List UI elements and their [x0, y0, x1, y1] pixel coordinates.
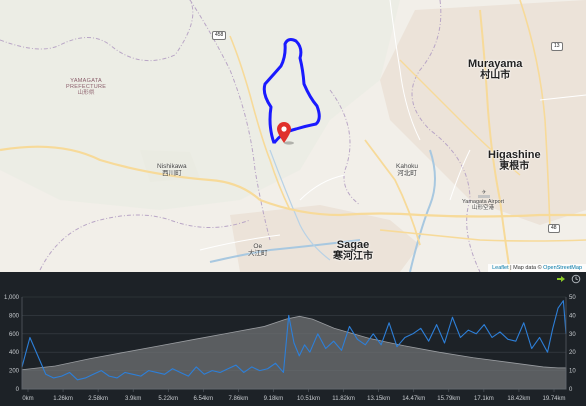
x-tick-label: 1.26km — [53, 396, 73, 402]
attribution-separator: | Map data © — [508, 265, 544, 271]
map-attribution: Leaflet | Map data © OpenStreetMap — [488, 264, 586, 272]
elevation-area — [21, 315, 567, 390]
x-tick-label: 9.18km — [264, 396, 284, 402]
label-sagae: Sagae 寒河江市 — [333, 239, 373, 262]
x-tick-label: 10.51km — [297, 396, 320, 402]
y-left-tick-label: 0 — [16, 387, 20, 393]
y-left-tick-label: 1,000 — [4, 295, 20, 301]
x-tick-label: 14.47km — [402, 396, 425, 402]
x-tick-label: 3.9km — [125, 396, 141, 402]
airport-icon: ✈ — [478, 189, 490, 198]
y-left-tick-label: 400 — [9, 350, 20, 356]
label-airport: Yamagata Airport 山形空港 — [462, 199, 505, 211]
route-track — [262, 38, 321, 144]
road-shield-13: 13 — [551, 42, 563, 51]
x-tick-label: 18.42km — [507, 396, 530, 402]
expand-arrows-icon[interactable] — [556, 274, 566, 284]
svg-text:✈: ✈ — [481, 189, 486, 196]
clock-icon[interactable] — [571, 274, 581, 284]
label-higashine: Higashine 東根市 — [488, 149, 541, 172]
y-right-tick-label: 40 — [569, 313, 576, 319]
label-kahoku: Kahoku 河北町 — [396, 163, 419, 177]
x-tick-label: 6.54km — [193, 396, 213, 402]
x-tick-label: 5.22km — [158, 396, 178, 402]
chart-toolbar — [0, 272, 586, 286]
label-murayama: Murayama 村山市 — [468, 58, 523, 81]
y-right-tick-label: 0 — [569, 387, 573, 393]
y-left-tick-label: 800 — [9, 313, 20, 319]
x-tick-label: 13.15km — [367, 396, 390, 402]
elevation-speed-chart[interactable]: 0 200 400 600 800 1,000 0 10 20 30 40 50 0km 1.26km 2.… — [0, 286, 586, 406]
x-tick-label: 19.74km — [542, 396, 565, 402]
y-left-tick-label: 200 — [9, 369, 20, 375]
map-view[interactable]: ✈ 458 13 48 Murayama 村山市 Higashine 東根市 S… — [0, 0, 586, 272]
y-right-tick-label: 50 — [569, 295, 576, 301]
y-right-tick-label: 30 — [569, 332, 576, 338]
y-left-tick-label: 600 — [9, 332, 20, 338]
y-right-tick-label: 10 — [569, 369, 576, 375]
x-tick-label: 0km — [22, 396, 33, 402]
label-prefecture: YAMAGATA PREFECTURE 山形県 — [66, 78, 107, 96]
y-right-tick-label: 20 — [569, 350, 576, 356]
road-shield-458: 458 — [212, 31, 227, 40]
x-tick-label: 2.58km — [88, 396, 108, 402]
leaflet-link[interactable]: Leaflet — [492, 265, 509, 271]
osm-link[interactable]: OpenStreetMap — [543, 265, 582, 271]
map-base-layer: ✈ — [0, 0, 586, 272]
map-marker-icon — [277, 122, 294, 145]
x-tick-label: 15.79km — [437, 396, 460, 402]
x-tick-label: 17.1km — [474, 396, 494, 402]
label-oe: Oe 大江町 — [248, 243, 268, 257]
speed-line — [21, 300, 567, 381]
road-shield-48: 48 — [548, 224, 560, 233]
x-tick-label: 11.82km — [332, 396, 355, 402]
label-nishikawa: Nishikawa 西川町 — [157, 163, 187, 177]
x-tick-label: 7.86km — [229, 396, 249, 402]
